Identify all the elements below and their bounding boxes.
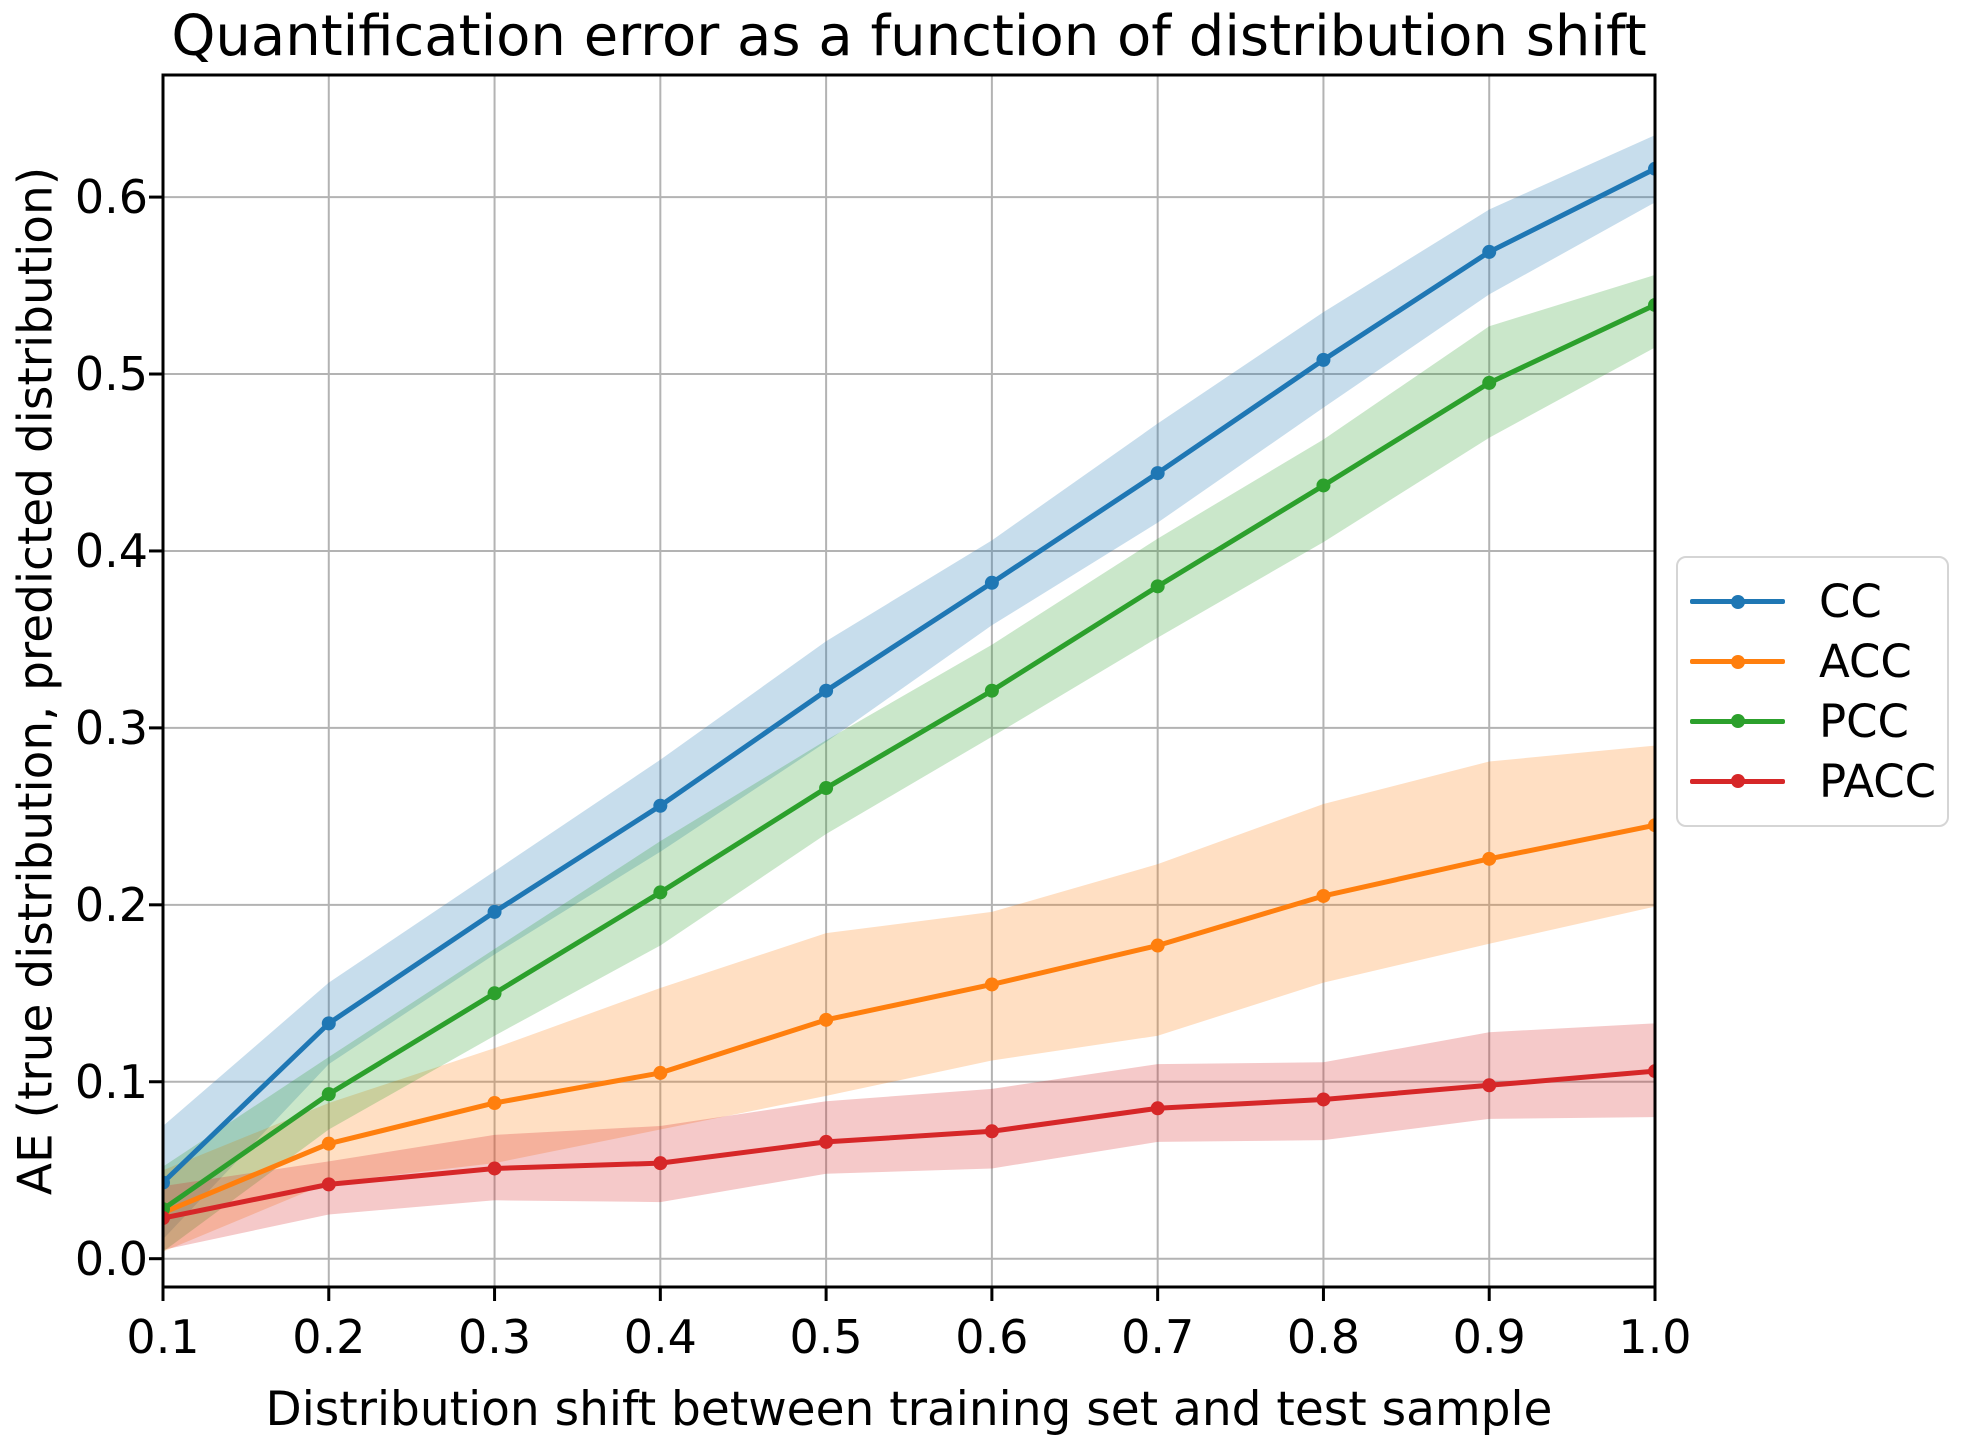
y-tick-label: 0.0	[74, 1231, 148, 1286]
y-tick-label: 0.4	[74, 523, 148, 578]
legend-label-pcc: PCC	[1819, 694, 1909, 748]
pacc-marker-dot	[1730, 774, 1745, 789]
data-point-cc	[1316, 352, 1331, 367]
x-tick-label: 0.2	[292, 1310, 366, 1364]
pcc-line-swatch	[1690, 714, 1785, 729]
data-point-acc	[653, 1065, 668, 1080]
chart-title: Quantification error as a function of di…	[171, 4, 1647, 69]
data-point-pcc	[653, 885, 668, 900]
x-tick-label: 0.9	[1452, 1310, 1526, 1364]
data-point-pcc	[1648, 298, 1655, 313]
data-point-pacc	[163, 1210, 170, 1225]
data-point-pcc	[984, 683, 999, 698]
x-tick-label: 1.0	[1618, 1310, 1692, 1364]
legend-label-cc: CC	[1819, 575, 1882, 629]
plot-spines	[161, 73, 1657, 1289]
cc-line-swatch	[1690, 594, 1785, 609]
data-point-acc	[1482, 851, 1497, 866]
x-tick-label: 0.7	[1121, 1310, 1195, 1364]
data-point-pcc	[487, 986, 502, 1001]
x-tick-label: 0.6	[955, 1310, 1029, 1364]
data-point-pcc	[819, 781, 834, 796]
data-point-acc	[819, 1012, 834, 1027]
data-point-pacc	[653, 1156, 668, 1171]
y-tick-label: 0.6	[74, 170, 148, 225]
data-point-cc	[1150, 466, 1165, 481]
series-lines	[163, 161, 1655, 1225]
y-tick-label: 0.3	[74, 700, 148, 755]
cc-marker-dot	[1730, 594, 1745, 609]
confidence-bands	[163, 135, 1655, 1252]
data-point-cc	[321, 1016, 336, 1031]
tick-marks	[149, 195, 1657, 1301]
data-point-acc	[1150, 938, 1165, 953]
data-point-pacc	[1150, 1101, 1165, 1116]
y-tick-label: 0.1	[74, 1054, 148, 1109]
data-point-pacc	[1648, 1064, 1655, 1079]
series-band-cc	[163, 135, 1655, 1240]
series-band-acc	[163, 745, 1655, 1252]
x-axis-label: Distribution shift between training set …	[265, 1382, 1553, 1437]
series-band-pcc	[163, 274, 1655, 1252]
acc-marker-dot	[1730, 654, 1745, 669]
y-tick-label: 0.5	[74, 347, 148, 402]
data-point-pacc	[819, 1134, 834, 1149]
data-point-cc	[487, 904, 502, 919]
data-point-cc	[984, 575, 999, 590]
y-axis-label: AE (true distribution, predicted distrib…	[8, 166, 64, 1196]
legend-item-cc: CC	[1690, 575, 1947, 628]
legend-item-pacc: PACC	[1690, 755, 1947, 808]
series-line-pcc	[163, 302, 1655, 1212]
data-point-pacc	[487, 1161, 502, 1176]
legend-label-acc: ACC	[1819, 635, 1912, 689]
data-point-cc	[163, 1175, 170, 1190]
data-point-pacc	[984, 1124, 999, 1139]
data-point-pcc	[1482, 375, 1497, 390]
data-point-cc	[1482, 244, 1497, 259]
x-tick-label: 0.1	[126, 1310, 200, 1364]
data-point-pacc	[1316, 1092, 1331, 1107]
data-point-acc	[1648, 818, 1655, 833]
legend-item-pcc: PCC	[1690, 695, 1947, 748]
pcc-marker-dot	[1730, 714, 1745, 729]
x-tick-label: 0.3	[457, 1310, 532, 1364]
data-point-cc	[653, 798, 668, 813]
x-tick-label: 0.5	[789, 1310, 863, 1364]
data-point-acc	[487, 1095, 502, 1110]
y-tick-label: 0.2	[74, 877, 148, 932]
x-tick-label: 0.8	[1286, 1310, 1361, 1364]
series-line-cc	[163, 166, 1655, 1186]
data-point-pcc	[321, 1087, 336, 1102]
series-line-pacc	[163, 1068, 1655, 1221]
data-point-acc	[321, 1136, 336, 1151]
data-point-cc	[1648, 161, 1655, 176]
data-point-acc	[984, 977, 999, 992]
x-tick-label: 0.4	[623, 1310, 697, 1364]
pacc-line-swatch	[1690, 774, 1785, 789]
data-point-pcc	[1316, 478, 1331, 493]
legend-item-acc: ACC	[1690, 635, 1947, 688]
series-line-acc	[163, 822, 1655, 1216]
legend: CC ACC PCC PACC	[1676, 556, 1949, 827]
data-point-pacc	[1482, 1078, 1497, 1093]
legend-label-pacc: PACC	[1819, 754, 1937, 808]
data-point-cc	[819, 683, 834, 698]
data-point-acc	[1316, 888, 1331, 903]
data-point-pacc	[321, 1177, 336, 1192]
data-point-pcc	[1150, 579, 1165, 594]
acc-line-swatch	[1690, 654, 1785, 669]
